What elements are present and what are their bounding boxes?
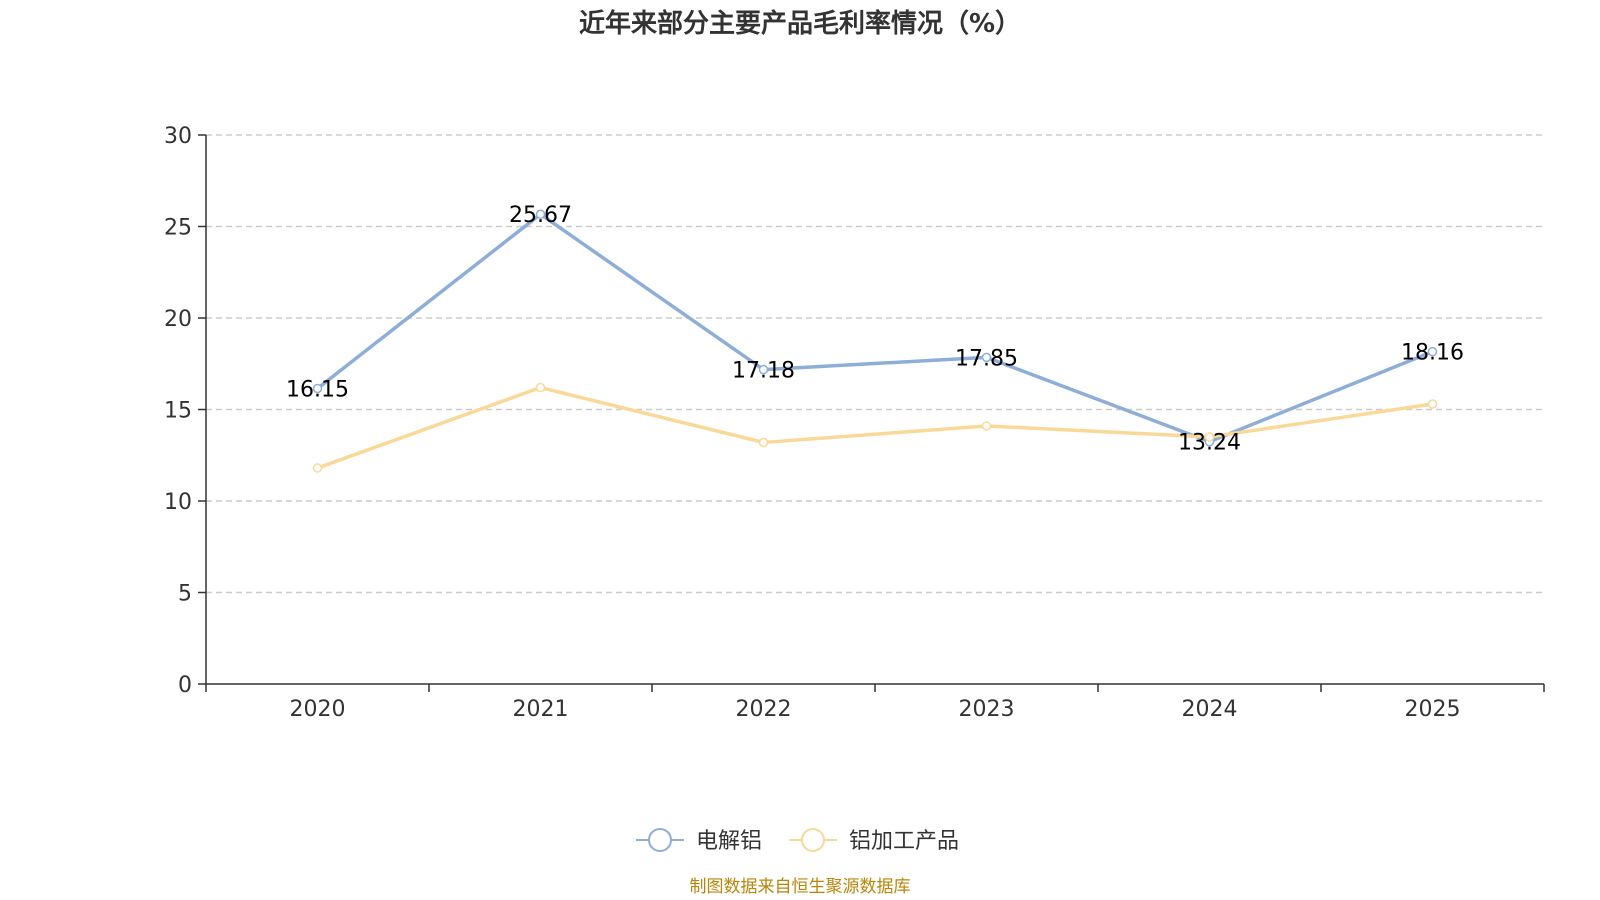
data-label-series-0-2023: 17.85 [955,346,1018,371]
chart-title: 近年来部分主要产品毛利率情况（%） [579,8,1021,39]
x-tick-label-2022: 2022 [736,697,792,722]
y-tick-label-25: 25 [164,216,192,241]
y-tick-label-0: 0 [178,673,192,698]
legend-item-series-0[interactable]: 电解铝 [636,828,762,854]
point-series-1-2021 [535,382,546,393]
legend[interactable]: 电解铝 铝加工产品 [636,828,959,854]
data-label-series-0-2020: 16.15 [286,377,349,402]
data-label-series-0-2021: 25.67 [509,203,572,228]
point-series-1-2025 [1427,399,1438,409]
legend-marker-series-1 [801,828,825,852]
y-tick-label-10: 10 [164,490,192,515]
point-series-0-2023 [981,352,992,363]
x-tick-label-2023: 2023 [959,697,1015,722]
data-labels: 16.15 25.67 17.18 17.85 13.24 18.16 [286,203,1464,455]
series-line-1 [316,385,1433,470]
legend-item-series-1[interactable]: 铝加工产品 [789,828,959,854]
legend-label-series-0: 电解铝 [696,829,762,854]
point-series-0-2025 [1427,346,1438,357]
x-tick-label-2024: 2024 [1182,697,1238,722]
y-tick-label-20: 20 [164,307,192,332]
x-tick-label-2025: 2025 [1405,697,1461,722]
series-group [312,209,1438,473]
y-tick-label-15: 15 [164,399,192,424]
point-series-0-2021 [535,209,546,219]
grid-lines [206,134,1544,594]
legend-marker-series-0 [648,828,672,852]
point-series-1-2020 [312,463,323,473]
data-label-series-0-2024: 13.24 [1178,431,1241,456]
x-tick-label-2021: 2021 [513,697,569,722]
point-series-1-2022 [758,437,769,448]
x-tick-label-2020: 2020 [290,697,346,722]
point-series-1-2023 [981,421,992,431]
data-label-series-0-2025: 18.16 [1401,341,1464,366]
data-label-series-0-2022: 17.18 [732,359,795,384]
y-tick-label-5: 5 [178,582,192,607]
source-note: 制图数据来自恒生聚源数据库 [690,877,911,897]
point-series-0-2020 [312,383,323,394]
point-series-1-2024 [1204,432,1215,442]
y-tick-label-30: 30 [164,124,192,149]
legend-label-series-1: 铝加工产品 [849,829,959,854]
point-series-0-2022 [758,364,769,375]
series-line-0 [316,212,1434,444]
